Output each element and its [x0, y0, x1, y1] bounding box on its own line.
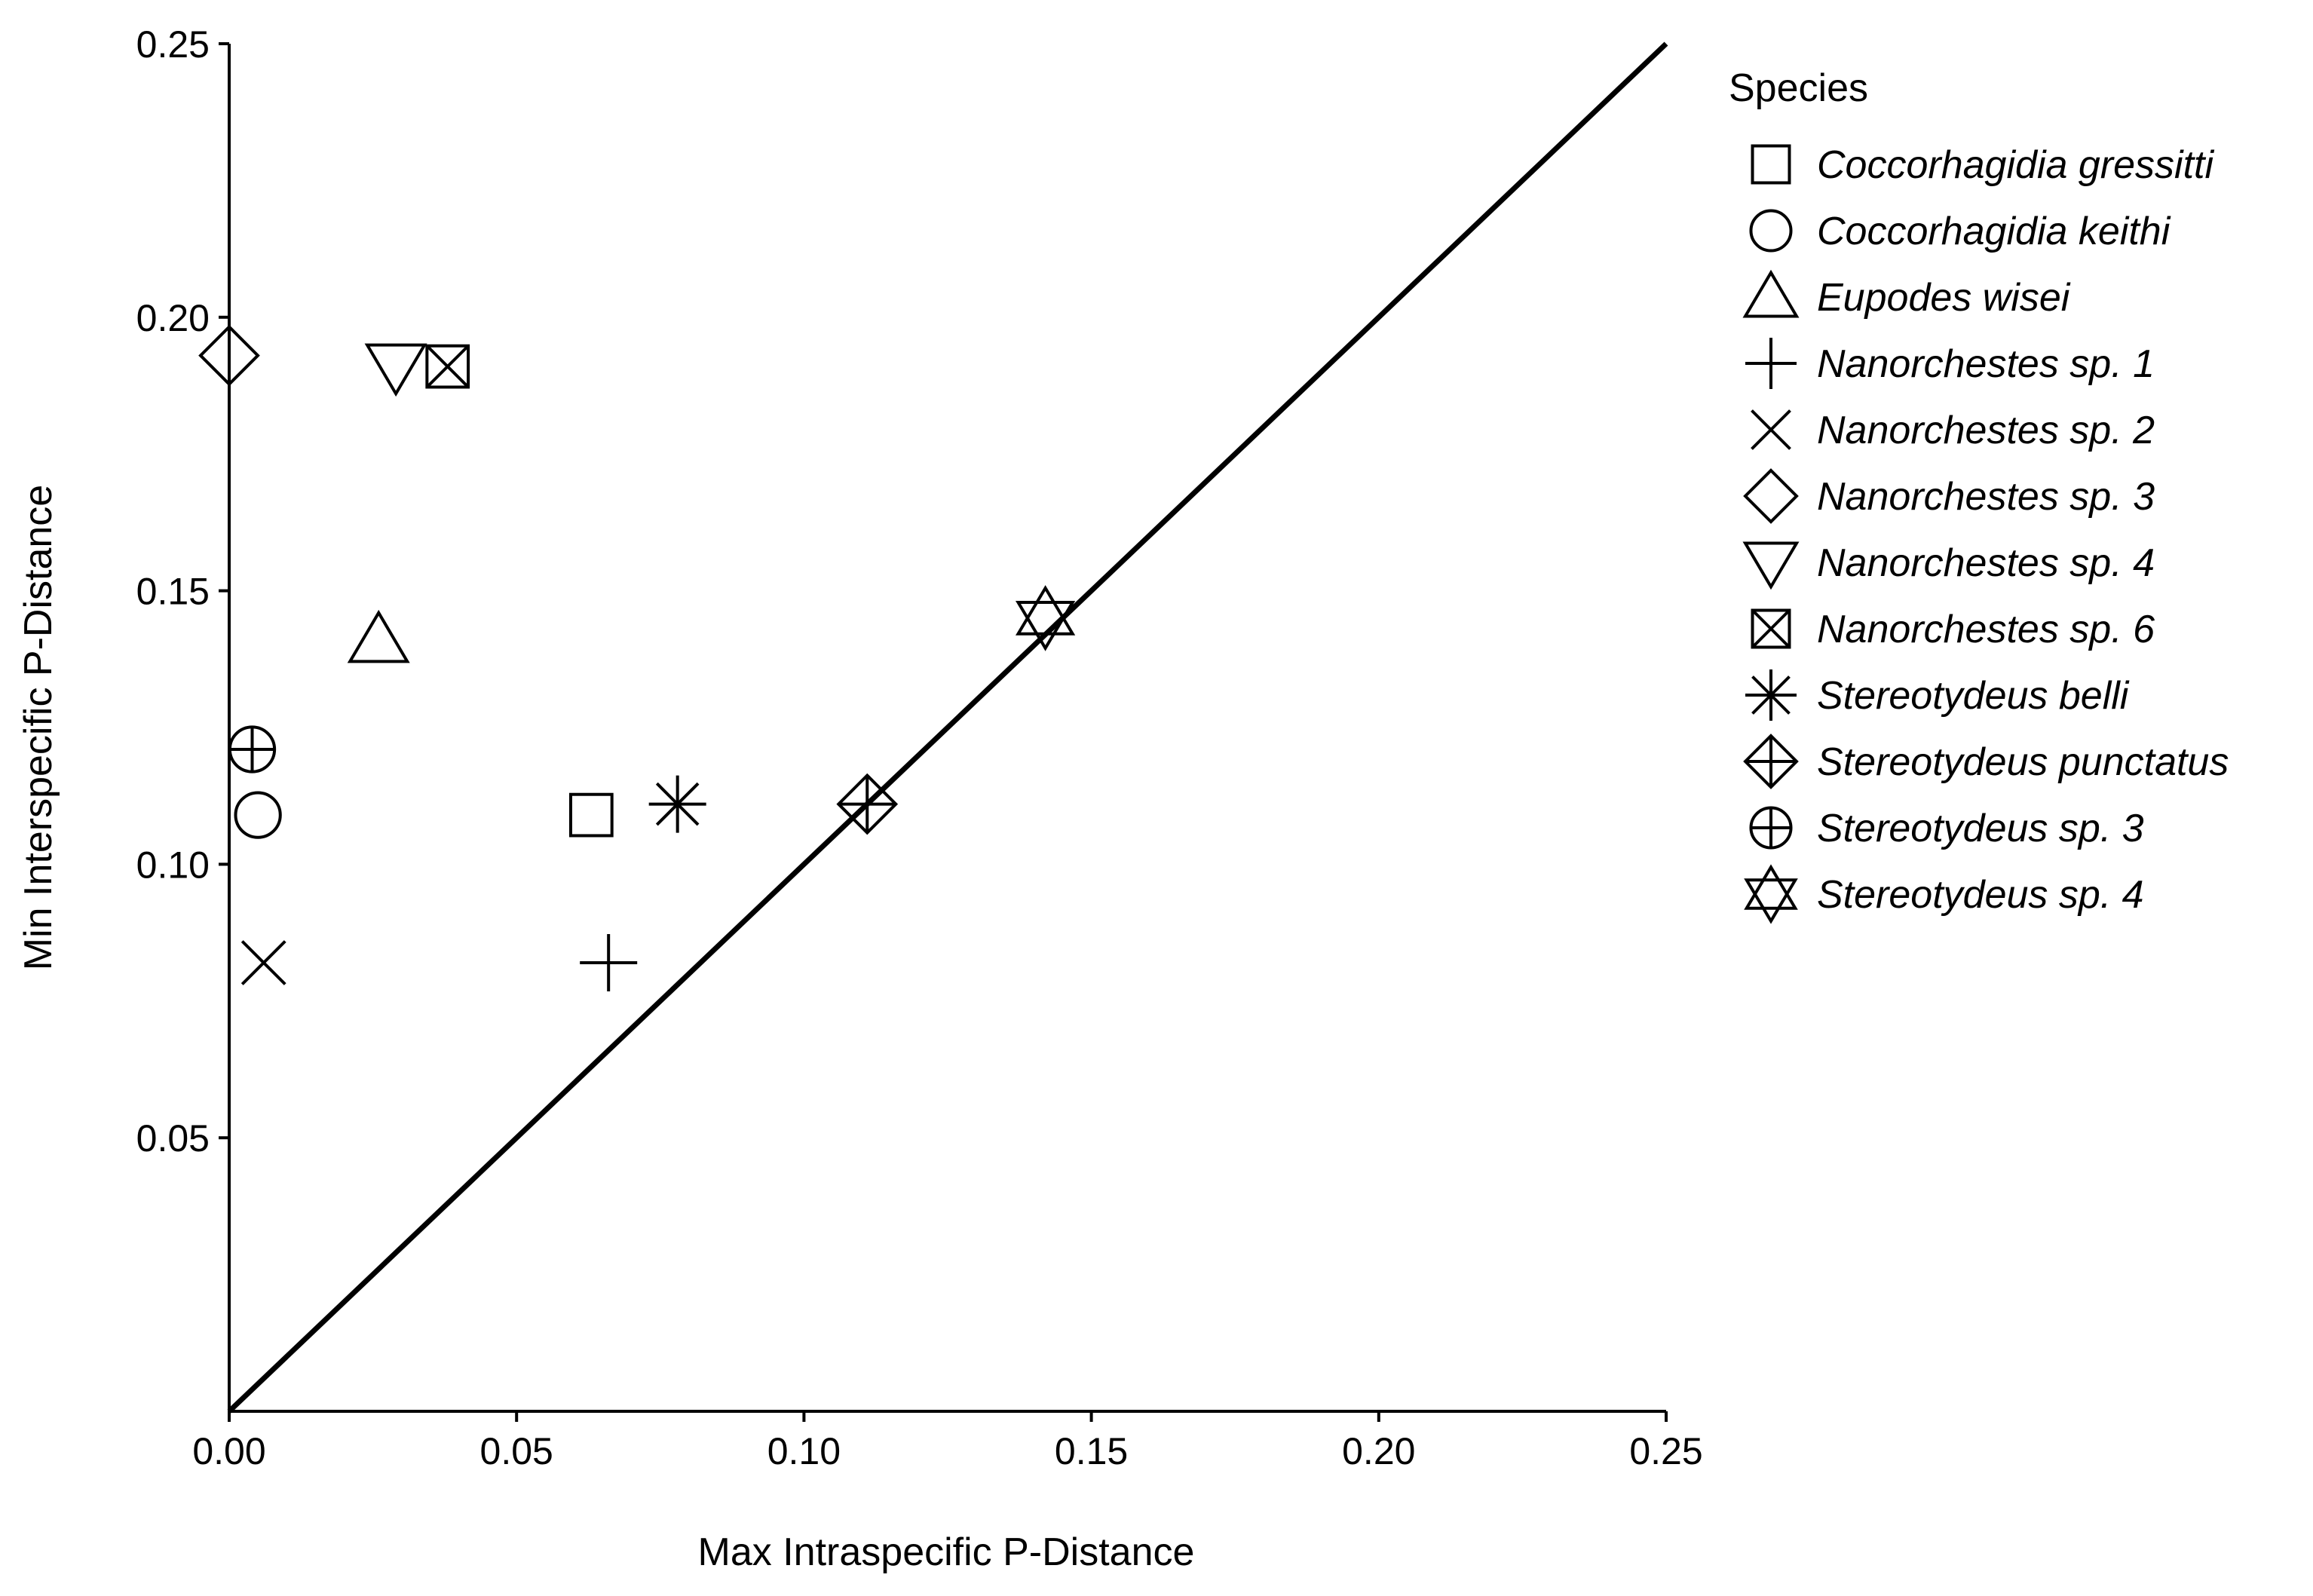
- legend-symbol: [1743, 734, 1799, 789]
- y-tick-label: 0.10: [136, 844, 210, 886]
- x-tick-label: 0.25: [1629, 1430, 1702, 1472]
- legend-symbol: [1742, 269, 1800, 318]
- y-tick-label: 0.15: [136, 571, 210, 613]
- legend-label: Stereotydeus sp. 3: [1817, 807, 2144, 850]
- data-point: [364, 343, 427, 397]
- legend-symbol: [1744, 864, 1798, 924]
- y-tick-label: 0.05: [136, 1117, 210, 1159]
- data-point: [198, 324, 260, 387]
- data-point: [347, 609, 410, 663]
- y-tick-label: 0.20: [136, 297, 210, 339]
- x-tick-label: 0.15: [1055, 1430, 1128, 1472]
- x-tick-label: 0.05: [480, 1430, 553, 1472]
- legend-label: Stereotydeus punctatus: [1817, 740, 2229, 784]
- x-tick-label: 0.00: [192, 1430, 265, 1472]
- data-point: [580, 934, 638, 992]
- data-point: [425, 344, 470, 389]
- legend-title: Species: [1729, 66, 1868, 110]
- data-point: [234, 791, 282, 839]
- legend-symbol: [1751, 608, 1791, 649]
- legend: Species Coccorhagidia gressitti Coccorhag…: [1729, 66, 2229, 924]
- legend-label: Nanorchestes sp. 4: [1817, 541, 2155, 585]
- data-points: [198, 324, 1076, 992]
- legend-symbol: [1751, 409, 1791, 450]
- legend-symbol: [1742, 541, 1800, 590]
- data-point: [648, 775, 706, 833]
- legend-symbol: [1743, 468, 1799, 524]
- legend-symbol: [1749, 209, 1793, 253]
- legend-label: Coccorhagidia keithi: [1817, 210, 2171, 253]
- legend-symbol: [1745, 669, 1797, 721]
- identity-reference-line: [227, 41, 1668, 1414]
- legend-label: Stereotydeus belli: [1817, 674, 2130, 718]
- y-ticks: 0.05 0.10 0.15 0.20 0.25: [136, 23, 229, 1159]
- legend-label: Eupodes wisei: [1817, 276, 2071, 320]
- legend-label: Nanorchestes sp. 6: [1817, 608, 2155, 651]
- legend-label: Nanorchestes sp. 2: [1817, 409, 2155, 452]
- y-tick-label: 0.25: [136, 23, 210, 66]
- legend-label: Coccorhagidia gressitti: [1817, 143, 2214, 187]
- x-tick-label: 0.20: [1342, 1430, 1415, 1472]
- legend-label: Nanorchestes sp. 1: [1817, 342, 2155, 386]
- data-point: [240, 940, 286, 985]
- x-axis-title: Max Intraspecific P-Distance: [698, 1530, 1195, 1574]
- legend-symbol: [1745, 338, 1797, 389]
- legend-symbol: [1751, 144, 1791, 185]
- y-axis-title: Min Interspecific P-Distance: [17, 485, 60, 970]
- data-point: [836, 773, 899, 835]
- axes: [228, 44, 1666, 1413]
- data-point: [1015, 585, 1076, 651]
- legend-symbol: [1749, 806, 1793, 850]
- data-point: [568, 792, 614, 838]
- legend-label: Nanorchestes sp. 3: [1817, 475, 2155, 519]
- legend-label: Stereotydeus sp. 4: [1817, 873, 2144, 917]
- x-ticks: 0.00 0.05 0.10 0.15 0.20 0.25: [192, 1411, 1703, 1472]
- x-tick-label: 0.10: [767, 1430, 841, 1472]
- data-point: [228, 725, 277, 773]
